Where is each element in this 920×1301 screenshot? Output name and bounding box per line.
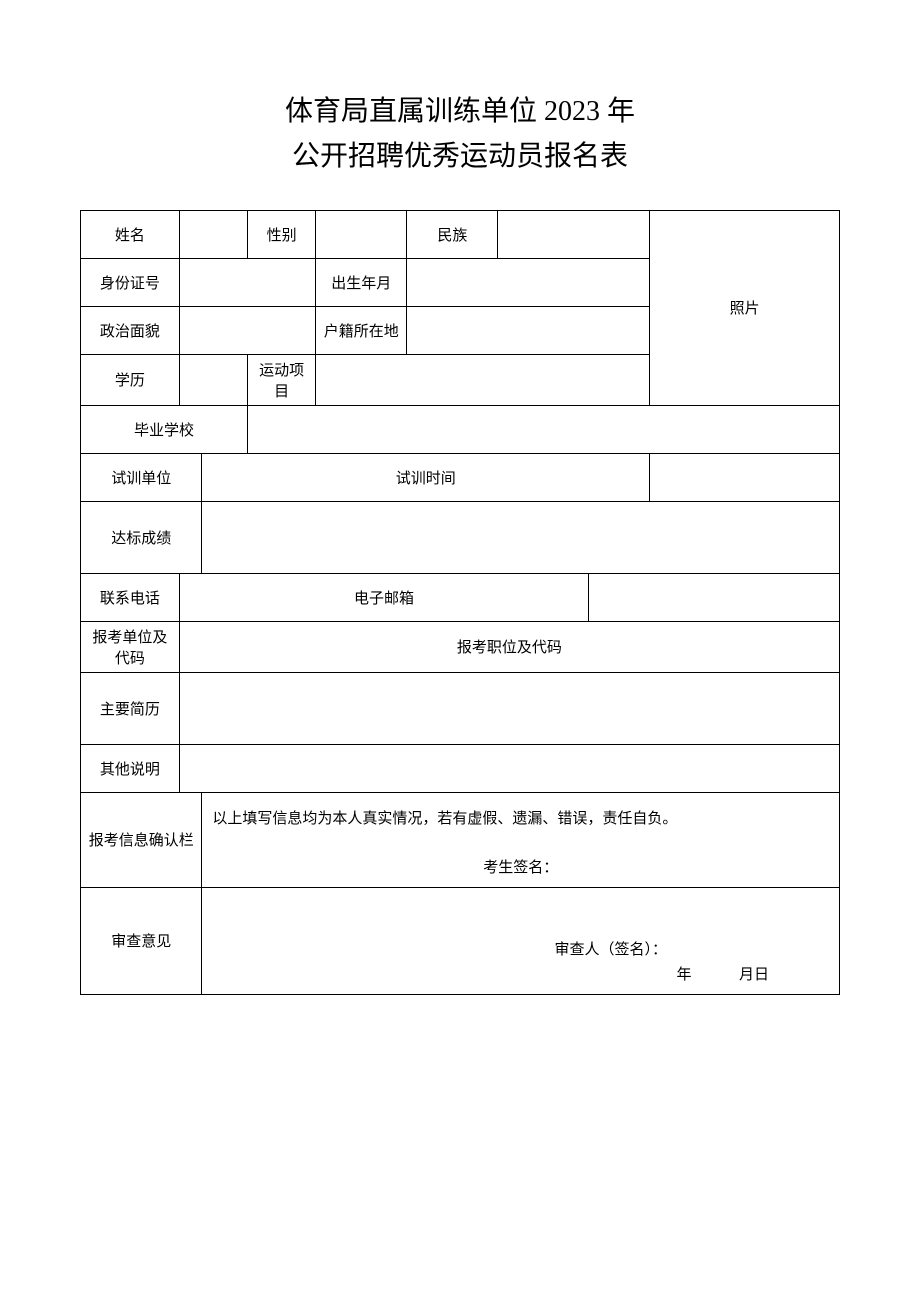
field-standard-score[interactable] xyxy=(202,501,840,573)
form-title: 体育局直属训练单位 2023 年 公开招聘优秀运动员报名表 xyxy=(80,90,840,180)
confirm-declaration: 以上填写信息均为本人真实情况，若有虚假、遗漏、错误，责任自负。 xyxy=(212,807,829,828)
label-resume: 主要简历 xyxy=(81,672,180,744)
title-line-1: 体育局直属训练单位 2023 年 xyxy=(80,90,840,135)
label-household: 户籍所在地 xyxy=(316,306,407,354)
label-apply-position: 报考职位及代码 xyxy=(179,621,839,672)
date-year-label: 年 xyxy=(676,967,691,983)
review-date: 年 月日 xyxy=(212,963,829,984)
label-education: 学历 xyxy=(81,354,180,405)
field-confirm[interactable]: 以上填写信息均为本人真实情况，若有虚假、遗漏、错误，责任自负。 考生签名： xyxy=(202,792,840,887)
field-email[interactable] xyxy=(589,573,840,621)
label-sport: 运动项目 xyxy=(247,354,315,405)
field-review[interactable]: 审查人（签名）： 年 月日 xyxy=(202,887,840,994)
row-12: 报考信息确认栏 以上填写信息均为本人真实情况，若有虚假、遗漏、错误，责任自负。 … xyxy=(81,792,840,887)
label-trial-unit: 试训单位 xyxy=(81,453,202,501)
field-household[interactable] xyxy=(407,306,650,354)
row-7: 达标成绩 xyxy=(81,501,840,573)
title-line-2: 公开招聘优秀运动员报名表 xyxy=(80,135,840,180)
label-other: 其他说明 xyxy=(81,744,180,792)
label-phone: 联系电话 xyxy=(81,573,180,621)
field-ethnicity[interactable] xyxy=(498,210,650,258)
field-gender[interactable] xyxy=(316,210,407,258)
row-9: 报考单位及代码 报考职位及代码 xyxy=(81,621,840,672)
date-month-day-label: 月日 xyxy=(739,967,769,983)
label-school: 毕业学校 xyxy=(81,405,248,453)
row-5: 毕业学校 xyxy=(81,405,840,453)
label-gender: 性别 xyxy=(247,210,315,258)
label-id-number: 身份证号 xyxy=(81,258,180,306)
row-8: 联系电话 电子邮箱 xyxy=(81,573,840,621)
confirm-sign-label: 考生签名： xyxy=(212,856,829,877)
field-birth-date[interactable] xyxy=(407,258,650,306)
field-political[interactable] xyxy=(179,306,316,354)
label-apply-unit: 报考单位及代码 xyxy=(81,621,180,672)
label-birth-date: 出生年月 xyxy=(316,258,407,306)
field-sport[interactable] xyxy=(316,354,650,405)
row-1: 姓名 性别 民族 照片 xyxy=(81,210,840,258)
label-name: 姓名 xyxy=(81,210,180,258)
row-11: 其他说明 xyxy=(81,744,840,792)
label-political: 政治面貌 xyxy=(81,306,180,354)
field-resume[interactable] xyxy=(179,672,839,744)
label-ethnicity: 民族 xyxy=(407,210,498,258)
photo-area[interactable]: 照片 xyxy=(650,210,840,405)
field-other[interactable] xyxy=(179,744,839,792)
field-trial-time[interactable] xyxy=(650,453,840,501)
row-6: 试训单位 试训时间 xyxy=(81,453,840,501)
label-email: 电子邮箱 xyxy=(179,573,589,621)
label-standard-score: 达标成绩 xyxy=(81,501,202,573)
label-review: 审查意见 xyxy=(81,887,202,994)
row-13: 审查意见 审查人（签名）： 年 月日 xyxy=(81,887,840,994)
reviewer-sign-label: 审查人（签名）： xyxy=(212,938,829,959)
field-name[interactable] xyxy=(179,210,247,258)
label-trial-time: 试训时间 xyxy=(202,453,650,501)
field-id-number[interactable] xyxy=(179,258,316,306)
label-confirm: 报考信息确认栏 xyxy=(81,792,202,887)
field-education[interactable] xyxy=(179,354,247,405)
registration-table: 姓名 性别 民族 照片 身份证号 出生年月 政治面貌 户籍所在地 学历 运动项目… xyxy=(80,210,840,995)
field-school[interactable] xyxy=(247,405,839,453)
row-10: 主要简历 xyxy=(81,672,840,744)
